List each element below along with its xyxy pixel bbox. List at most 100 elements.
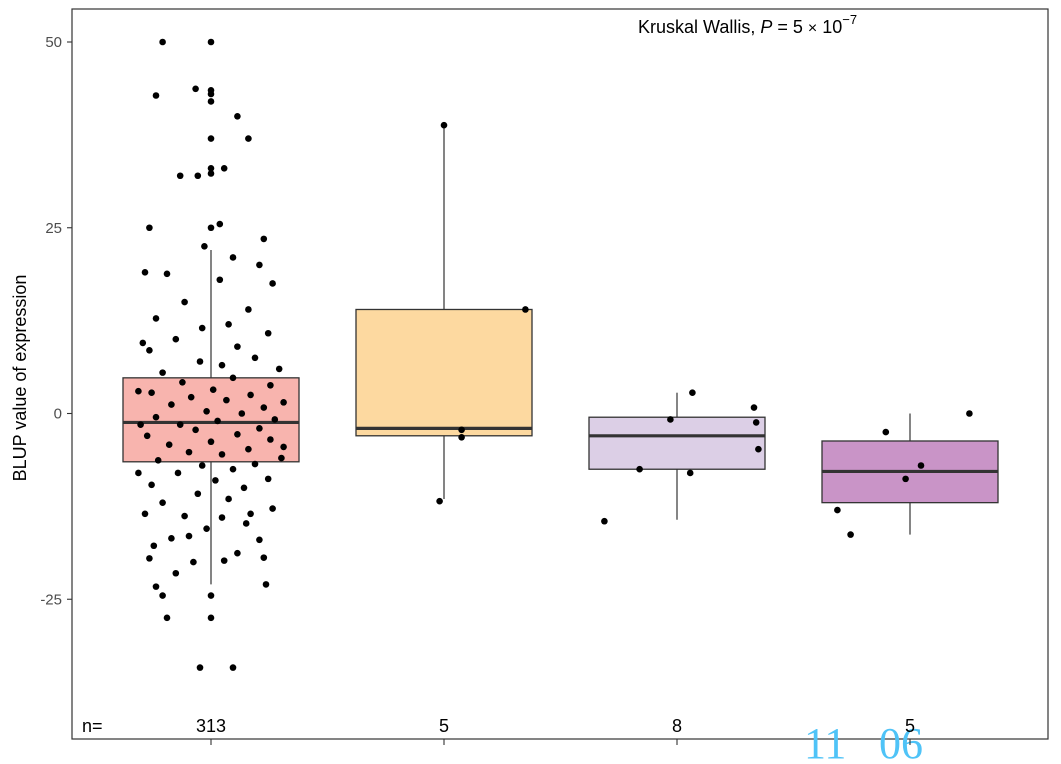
data-point [234, 343, 241, 350]
annotation-prefix: Kruskal Wallis, [638, 17, 760, 37]
data-point [168, 535, 175, 542]
data-point [251, 354, 259, 362]
data-point [135, 469, 142, 477]
data-point [278, 454, 285, 462]
data-point [203, 407, 210, 415]
n-prefix-label: n= [82, 716, 103, 736]
annotation-exponent: −7 [842, 12, 857, 27]
data-point [275, 365, 283, 373]
y-tick-label: 50 [45, 34, 62, 51]
data-point [172, 569, 180, 577]
data-point [225, 321, 232, 328]
data-point [207, 592, 215, 599]
data-point [159, 592, 166, 599]
n-count-label: 5 [439, 716, 449, 736]
box [355, 308, 533, 437]
data-point [179, 378, 186, 386]
data-point [163, 614, 171, 622]
data-point [185, 532, 193, 540]
data-point [207, 170, 215, 177]
data-point [159, 369, 166, 376]
data-point [174, 469, 182, 477]
n-count-label: 5 [905, 716, 915, 736]
data-point [667, 416, 674, 423]
data-point [689, 389, 696, 396]
data-point [207, 98, 215, 105]
data-point [234, 431, 241, 438]
data-point [141, 269, 149, 276]
data-point [271, 416, 279, 423]
data-point [267, 381, 274, 389]
data-point [242, 520, 250, 527]
data-point [148, 481, 155, 489]
data-point [163, 270, 171, 278]
data-point [159, 38, 166, 46]
data-point [190, 558, 197, 566]
data-point [280, 443, 287, 451]
data-point [150, 542, 158, 550]
group-2 [355, 121, 533, 505]
data-point [251, 460, 259, 468]
data-point [256, 536, 263, 544]
data-point [229, 465, 237, 473]
data-point [154, 457, 162, 464]
data-point [216, 276, 224, 284]
data-point [152, 315, 160, 322]
data-point [198, 324, 206, 332]
data-point [209, 386, 217, 394]
data-point [216, 220, 224, 228]
data-point [187, 393, 195, 401]
data-point [755, 445, 762, 453]
data-point [834, 506, 841, 514]
data-point [172, 335, 180, 343]
data-point [238, 410, 246, 417]
data-point [207, 614, 215, 622]
data-point [137, 421, 144, 428]
data-point [522, 306, 529, 313]
annotation-equals: = 5 [772, 17, 808, 37]
data-point [207, 38, 215, 46]
data-point [143, 432, 151, 440]
data-point [269, 505, 276, 512]
data-point [168, 401, 175, 408]
data-point [750, 404, 758, 411]
data-point [196, 664, 204, 671]
data-point [181, 298, 188, 306]
data-point [212, 477, 219, 484]
y-axis-label: BLUP value of expression [10, 275, 30, 482]
data-point [752, 419, 760, 426]
data-point [196, 358, 204, 365]
data-point [260, 235, 268, 243]
data-point [146, 555, 153, 562]
data-point [229, 254, 237, 261]
data-point [146, 224, 153, 232]
data-point [234, 113, 241, 120]
data-point [176, 421, 184, 428]
data-point [917, 462, 925, 469]
data-point [234, 549, 241, 557]
n-count-label: 8 [672, 716, 682, 736]
data-point [458, 433, 465, 441]
data-point [201, 243, 208, 250]
data-point [847, 531, 854, 538]
data-point [247, 391, 254, 399]
data-point [636, 465, 643, 473]
data-point [440, 121, 448, 129]
annotation-base: 10 [817, 17, 842, 37]
group-3 [588, 389, 766, 525]
data-point [225, 495, 232, 503]
data-point [207, 86, 215, 94]
data-point [260, 554, 268, 561]
data-point [966, 410, 973, 417]
data-point [194, 172, 202, 180]
data-point [256, 425, 263, 432]
data-point [214, 417, 221, 425]
data-point [220, 165, 228, 172]
data-point [223, 396, 230, 404]
data-point [192, 85, 199, 93]
data-point [229, 664, 237, 671]
data-point [264, 475, 272, 483]
data-point [152, 413, 160, 421]
data-point [207, 224, 215, 232]
